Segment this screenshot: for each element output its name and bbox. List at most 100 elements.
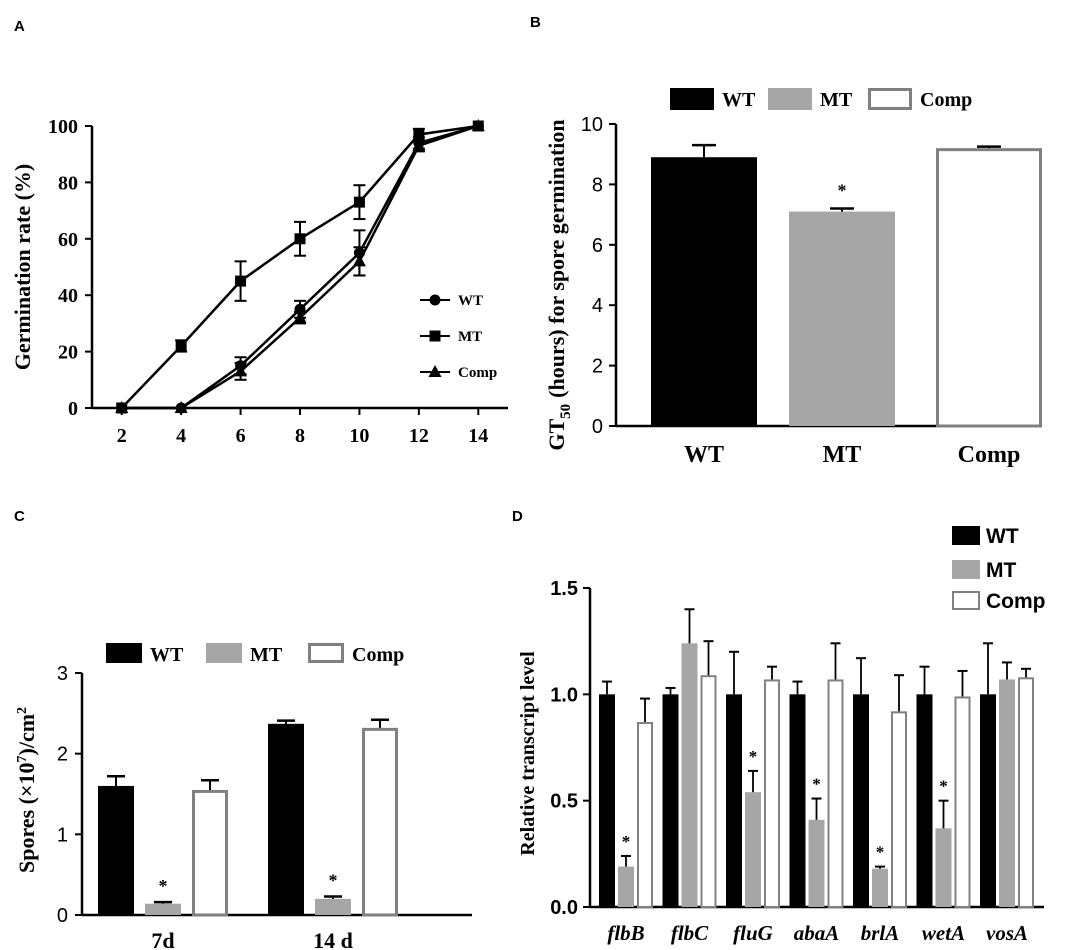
- bar-wt: [853, 694, 869, 907]
- series-line-wt: [121, 124, 479, 410]
- chart-d-transcript: 0.0 0.5 1.0 1.5 * flbB flbC * fluG * abaA * brlA * wet…: [517, 525, 1046, 945]
- y-tick-label: 1: [57, 824, 68, 846]
- x-tick-label: Comp: [958, 442, 1021, 468]
- bar-comp: [891, 711, 907, 908]
- legend-label-wt: WT: [458, 293, 483, 309]
- bar-mt: [145, 903, 181, 915]
- point-comp: [174, 401, 188, 413]
- significance-marker: *: [838, 181, 847, 201]
- bar-mt: [681, 643, 698, 907]
- y-tick-label: 100: [48, 116, 78, 138]
- y-tick-label: 80: [58, 172, 78, 194]
- x-tick-label: 8: [295, 425, 305, 447]
- legend-label-mt: MT: [820, 89, 853, 111]
- y-tick-label: 20: [58, 342, 78, 364]
- panel-letter-d: D: [512, 508, 523, 525]
- legend-swatch-mt: [206, 643, 242, 663]
- bar-wt: [651, 157, 757, 426]
- legend-marker-wt: [429, 294, 441, 306]
- legend-label-comp: Comp: [352, 644, 404, 666]
- bar-mt: [935, 828, 952, 907]
- bar-wt: [726, 694, 742, 907]
- x-tick-label: 7d: [151, 928, 174, 950]
- y-tick-label: 40: [58, 285, 78, 307]
- bar-wt: [662, 694, 679, 907]
- bar-comp: [1018, 677, 1034, 908]
- x-tick-label: WT: [684, 442, 724, 468]
- point-mt: [413, 128, 425, 140]
- significance-marker: *: [812, 775, 821, 794]
- x-tick-label: flbB: [607, 921, 644, 945]
- bar-mt: [789, 211, 895, 426]
- bar-comp: [954, 696, 971, 908]
- y-tick-label: 0: [592, 416, 603, 438]
- x-tick-label: vosA: [986, 921, 1028, 945]
- x-tick-label: flbC: [671, 921, 709, 945]
- x-tick-label: brlA: [861, 921, 900, 945]
- y-tick-label: 1.5: [550, 578, 578, 600]
- point-comp: [412, 138, 426, 151]
- y-tick-label: 0: [57, 905, 68, 927]
- significance-marker: *: [159, 876, 168, 896]
- bar-comp: [192, 789, 228, 917]
- bar-mt: [872, 868, 888, 907]
- bar-comp: [827, 679, 844, 908]
- panel-letter-c: C: [14, 508, 25, 525]
- x-tick-label: 14: [468, 425, 488, 447]
- legend-marker-comp: [428, 365, 442, 377]
- x-tick-label: 14 d: [313, 928, 353, 950]
- y-axis-label: GT50(hours) for spore germination: [544, 119, 574, 450]
- point-mt: [175, 340, 187, 352]
- chart-b-gt50: 0 2 4 6 8 10 WT * MT Comp GT50(hours) for spore ge…: [544, 88, 1042, 468]
- x-tick-label: fluG: [733, 921, 773, 945]
- significance-marker: *: [939, 777, 948, 796]
- y-tick-label: 60: [58, 229, 78, 251]
- legend-label-comp: Comp: [458, 365, 497, 381]
- chart-a-germination-rate: 0 20 40 60 80 100 2 4 6 8 10 12 14 Germination rate (…: [10, 116, 508, 447]
- x-tick-label: 2: [117, 425, 127, 447]
- y-tick-label: 1.0: [550, 684, 578, 706]
- y-tick-label: 8: [592, 174, 603, 196]
- significance-marker: *: [329, 870, 338, 890]
- bar-mt: [999, 679, 1015, 907]
- series-line-mt: [120, 124, 479, 409]
- y-tick-label: 3: [57, 663, 68, 685]
- y-tick-label: 2: [57, 744, 68, 766]
- legend-label-mt: MT: [250, 644, 283, 666]
- bar-comp: [764, 679, 780, 908]
- significance-marker: *: [622, 832, 631, 851]
- point-comp: [234, 364, 248, 377]
- legend-swatch-mt: [768, 88, 812, 110]
- y-axis-label: Relative transcript level: [517, 651, 539, 856]
- y-tick-label: 2: [592, 356, 603, 378]
- significance-marker: *: [876, 843, 885, 862]
- y-tick-label: 0.5: [550, 791, 578, 813]
- bar-comp: [936, 148, 1042, 428]
- legend-swatch-comp: [952, 591, 980, 610]
- legend-label-wt: WT: [722, 89, 756, 111]
- legend-label-comp: Comp: [986, 590, 1046, 613]
- bar-wt: [599, 694, 615, 907]
- y-tick-label: 4: [592, 295, 603, 317]
- legend-swatch-mt: [952, 560, 980, 579]
- bar-mt: [808, 819, 825, 907]
- legend-label-wt: WT: [986, 525, 1019, 548]
- legend-marker-mt: [429, 330, 441, 342]
- x-tick-label: MT: [823, 442, 862, 468]
- bar-mt: [618, 866, 634, 907]
- legend-swatch-comp: [308, 643, 344, 663]
- series-line-comp: [121, 124, 479, 410]
- point-comp: [471, 119, 485, 131]
- x-tick-label: 6: [236, 425, 246, 447]
- y-tick-label: 0: [68, 398, 78, 420]
- point-mt: [353, 196, 365, 208]
- y-axis-label: Germination rate (%): [10, 164, 35, 371]
- chart-c-spores: 0 1 2 3 * 7d * 14 d Spores (×107)/cm2 WT MT Comp: [14, 643, 472, 950]
- legend-label-wt: WT: [150, 644, 184, 666]
- point-mt: [235, 275, 247, 287]
- bar-mt: [745, 792, 761, 907]
- bar-wt: [916, 694, 933, 907]
- legend-swatch-wt: [670, 88, 714, 110]
- panel-letter-b: B: [530, 14, 541, 31]
- x-tick-label: 4: [176, 425, 186, 447]
